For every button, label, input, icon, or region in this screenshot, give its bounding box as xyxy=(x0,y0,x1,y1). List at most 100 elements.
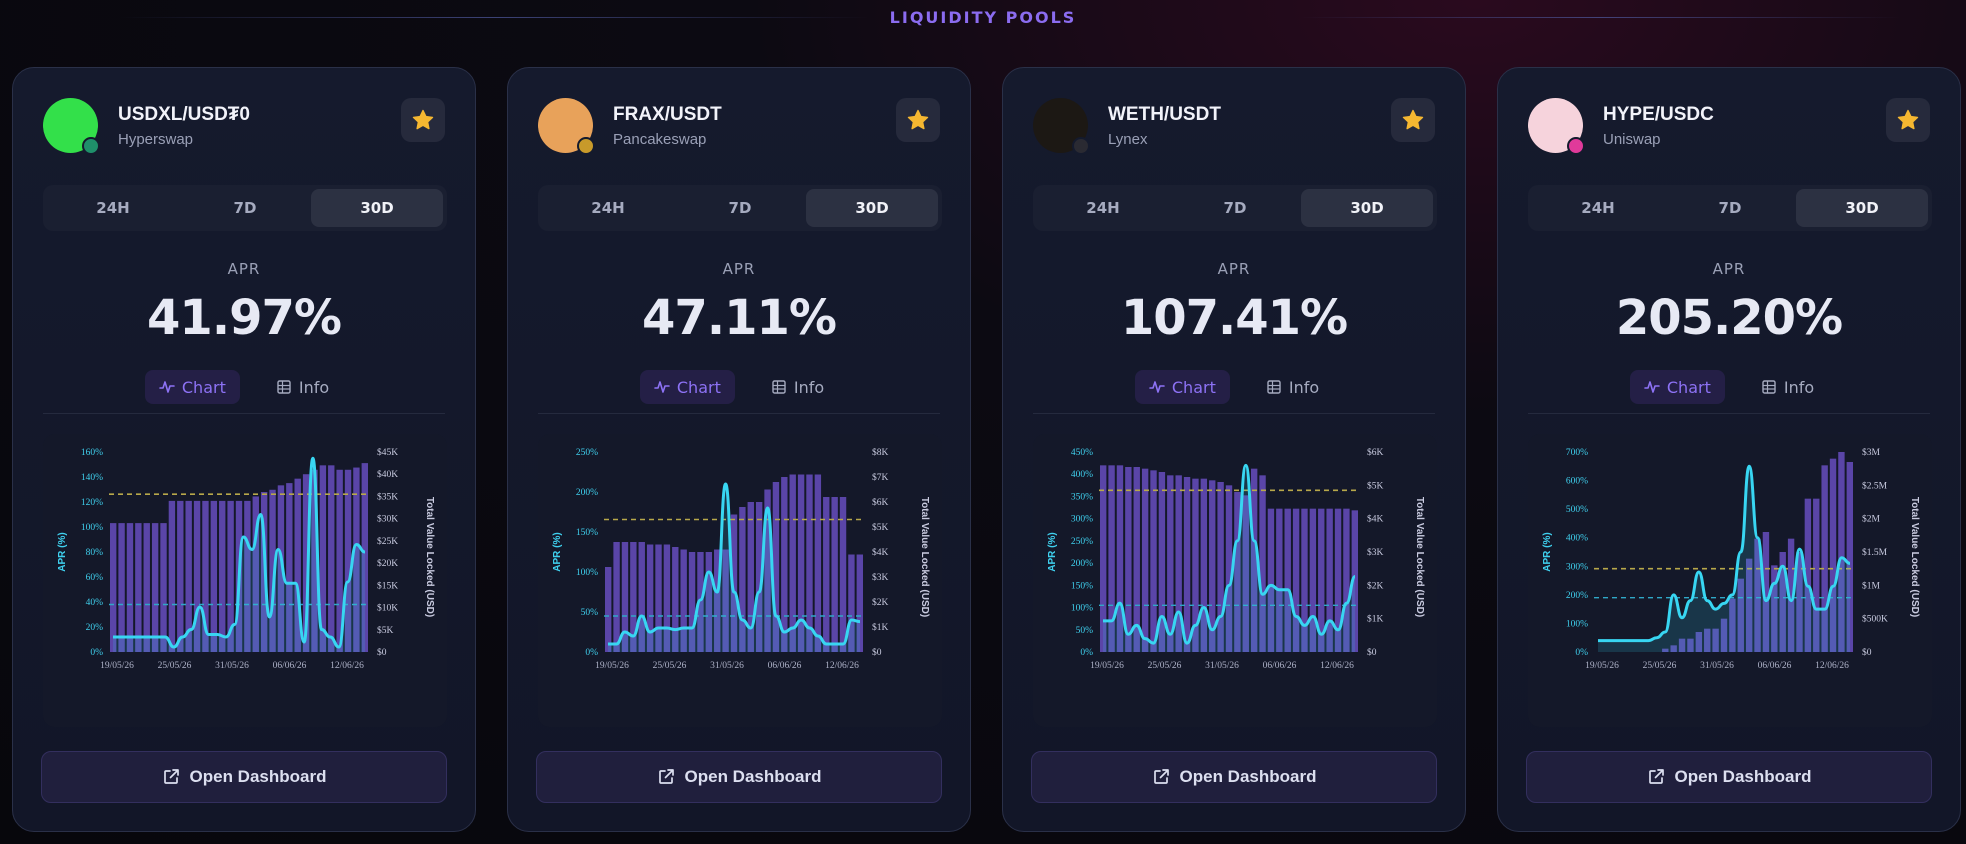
tvl-bar xyxy=(1796,552,1803,652)
view-tabs: Chart Info xyxy=(508,370,970,404)
tvl-bar xyxy=(311,469,318,652)
tvl-bar xyxy=(705,552,713,652)
pool-chart: 0% 20% 40% 60% 80% 100% 120% 140% 160% $0 $5K $10K $… xyxy=(43,434,447,727)
period-tab-30d[interactable]: 30D xyxy=(1796,189,1928,227)
open-dashboard-button[interactable]: Open Dashboard xyxy=(1031,751,1437,803)
y-right-tick-label: $3K xyxy=(1367,547,1384,558)
period-tab-30d[interactable]: 30D xyxy=(806,189,938,227)
tab-chart[interactable]: Chart xyxy=(144,370,240,404)
pool-dex: Pancakeswap xyxy=(613,131,707,148)
y-right-tick-label: $10K xyxy=(377,603,398,614)
open-dashboard-label: Open Dashboard xyxy=(684,767,822,786)
period-tab-7d[interactable]: 7D xyxy=(728,199,752,217)
tvl-bar xyxy=(1267,508,1275,652)
y-right-tick-label: $4K xyxy=(1367,514,1384,525)
period-selector: 24H 7D 30D xyxy=(1528,185,1932,231)
period-tab-30d[interactable]: 30D xyxy=(311,189,443,227)
tvl-bar xyxy=(1167,475,1174,652)
y-left-tick-label: 700% xyxy=(1566,448,1588,458)
y-left-tick-label: 0% xyxy=(585,648,598,658)
period-selector: 24H 7D 30D xyxy=(1033,185,1437,231)
tvl-bar xyxy=(110,523,117,652)
y-left-tick-label: 200% xyxy=(1566,591,1588,601)
tvl-bar xyxy=(613,542,620,652)
y-left-tick-label: 160% xyxy=(81,448,103,458)
tvl-bar xyxy=(1829,458,1837,652)
tvl-bar xyxy=(1712,628,1719,652)
tab-chart[interactable]: Chart xyxy=(1134,370,1230,404)
tvl-bar xyxy=(1141,468,1149,652)
activity-icon xyxy=(1644,381,1660,393)
favorite-button[interactable] xyxy=(896,98,940,142)
tvl-bar xyxy=(621,542,629,652)
chart-svg: 0% 100% 200% 300% 400% 500% 600% 700% $0 $500K $1M… xyxy=(1542,447,1920,671)
period-tab-24h[interactable]: 24H xyxy=(96,199,130,217)
tvl-bar xyxy=(806,474,813,652)
tab-chart[interactable]: Chart xyxy=(1629,370,1725,404)
open-dashboard-button[interactable]: Open Dashboard xyxy=(1526,751,1932,803)
tvl-bar xyxy=(646,544,654,652)
tvl-bar xyxy=(1133,467,1140,652)
tvl-bar xyxy=(848,554,855,652)
period-tab-30d[interactable]: 30D xyxy=(1301,189,1433,227)
period-tab-7d[interactable]: 7D xyxy=(1718,199,1742,217)
tvl-bar xyxy=(1846,462,1853,652)
card-header: USDXL/USD₮0 Hyperswap xyxy=(43,98,445,155)
tvl-bar xyxy=(1217,482,1224,652)
open-dashboard-label: Open Dashboard xyxy=(1674,767,1812,786)
open-dashboard-button[interactable]: Open Dashboard xyxy=(41,751,447,803)
card-header: HYPE/USDC Uniswap xyxy=(1528,98,1930,155)
favorite-button[interactable] xyxy=(401,98,445,142)
card-header: WETH/USDT Lynex xyxy=(1033,98,1435,155)
tab-chart-label: Chart xyxy=(1171,377,1216,397)
tvl-bar xyxy=(1687,638,1694,652)
period-tab-7d[interactable]: 7D xyxy=(1223,199,1247,217)
tab-chart[interactable]: Chart xyxy=(639,370,735,404)
tvl-bar xyxy=(319,465,327,652)
y-left-tick-label: 250% xyxy=(1071,537,1093,547)
tvl-bar xyxy=(789,474,796,652)
y-left-axis-title: APR (%) xyxy=(1047,532,1058,571)
tab-info[interactable]: Info xyxy=(262,370,343,404)
apr-line xyxy=(607,482,861,646)
tvl-bar xyxy=(1762,532,1770,652)
period-tab-24h[interactable]: 24H xyxy=(591,199,625,217)
y-left-tick-label: 40% xyxy=(86,598,104,608)
tvl-bar xyxy=(1326,508,1333,652)
tvl-bar xyxy=(1292,508,1300,652)
favorite-button[interactable] xyxy=(1391,98,1435,142)
y-right-tick-label: $25K xyxy=(377,536,398,547)
divider xyxy=(1528,413,1930,414)
card-header: FRAX/USDT Pancakeswap xyxy=(538,98,940,155)
dex-badge-icon xyxy=(82,137,100,155)
tab-info[interactable]: Info xyxy=(1252,370,1333,404)
tvl-bar xyxy=(1343,508,1350,652)
tvl-bar xyxy=(168,500,176,652)
tvl-bar xyxy=(302,474,310,652)
tvl-bar xyxy=(1276,508,1283,652)
y-right-tick-label: $2.5M xyxy=(1862,480,1888,491)
tab-info-label: Info xyxy=(1783,377,1815,397)
period-tab-24h[interactable]: 24H xyxy=(1086,199,1120,217)
apr-area xyxy=(1598,466,1850,652)
tab-info[interactable]: Info xyxy=(1747,370,1828,404)
tvl-bar xyxy=(1175,475,1182,652)
table-icon xyxy=(1267,380,1281,394)
period-tab-7d[interactable]: 7D xyxy=(233,199,257,217)
tab-info[interactable]: Info xyxy=(757,370,838,404)
open-dashboard-button[interactable]: Open Dashboard xyxy=(536,751,942,803)
tvl-bar xyxy=(1209,480,1216,652)
tvl-bar xyxy=(1779,552,1786,652)
favorite-button[interactable] xyxy=(1886,98,1930,142)
y-right-tick-label: $20K xyxy=(377,558,398,569)
tvl-bar xyxy=(344,469,352,652)
period-tab-24h[interactable]: 24H xyxy=(1581,199,1615,217)
tvl-bar xyxy=(1284,508,1291,652)
tab-chart-label: Chart xyxy=(181,377,226,397)
tvl-bar xyxy=(680,549,687,652)
title-line-right xyxy=(1300,17,1900,18)
tvl-bar xyxy=(781,477,788,652)
tvl-bar xyxy=(747,502,754,652)
y-right-tick-label: $6K xyxy=(1367,447,1384,458)
tvl-bar xyxy=(353,467,360,652)
